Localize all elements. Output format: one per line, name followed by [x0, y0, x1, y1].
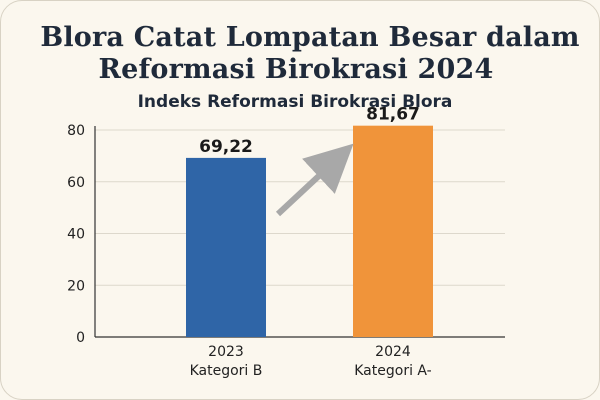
data-label-2023: 69,22 — [199, 137, 253, 157]
y-tick-label: 40 — [67, 227, 85, 243]
headline-line-2: Reformasi Birokrasi 2024 — [98, 54, 494, 85]
x-tick-label-category: Kategori A- — [354, 363, 432, 379]
trend-arrow-icon — [275, 143, 354, 217]
y-tick-label: 20 — [67, 278, 85, 294]
x-tick-label-category: Kategori B — [190, 363, 263, 379]
bar-2023 — [186, 157, 266, 337]
y-tick-label: 80 — [67, 123, 85, 139]
headline-line-1: Blora Catat Lompatan Besar dalam — [40, 22, 580, 53]
x-tick-label-year: 2023 — [208, 344, 244, 360]
x-tick-label-year: 2024 — [375, 344, 411, 360]
y-tick-label: 0 — [76, 330, 85, 346]
bar-2024 — [353, 125, 433, 337]
y-tick-label: 60 — [67, 175, 85, 191]
data-label-2024: 81,67 — [366, 105, 420, 125]
chart-title: Indeks Reformasi Birokrasi Blora — [137, 92, 453, 112]
